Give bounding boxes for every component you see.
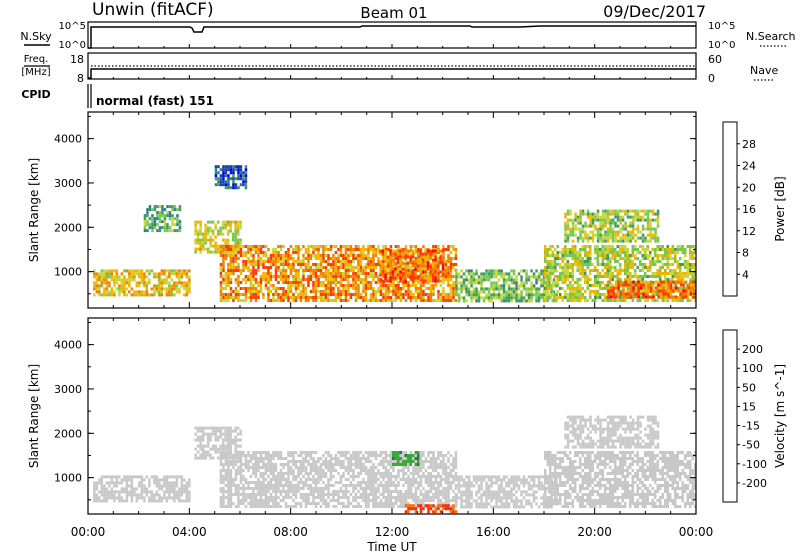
station-title: Unwin (fitACF) [92,0,214,20]
power-y-tick-label: 1000 [54,266,82,279]
velocity-heatmap: 1000 2000 3000 4000 Slant Range [km] [27,317,697,515]
colorbar-tick-label: 50 [742,381,756,394]
power-region [214,165,248,190]
freq-unit-label: [MHz] [21,67,50,78]
colorbar-tick-label: 24 [742,160,756,173]
velocity-y-tick-label: 4000 [54,339,82,352]
beam-title: Beam 01 [360,4,427,22]
x-tick-label: 04:00 [172,525,207,539]
nsky-right-tick-top: 10^5 [708,21,735,32]
colorbar-tick-label: -200 [742,477,767,490]
colorbar-tick-label: 200 [742,343,763,356]
velocity-y-tick-label: 1000 [54,472,82,485]
nsky-left-tick-bottom: 10^0 [59,40,86,51]
freq-trace [88,68,696,79]
x-axis-label: Time UT [366,540,417,554]
nsky-label: N.Sky [20,30,52,43]
velocity-region [404,504,458,514]
colorbar-tick-label: 4 [742,268,749,281]
freq-right-tick-top: 60 [708,53,722,66]
velocity-colorbar: 200 100 50 15 -15 -50 -100 -200 Velocity [m s^-1… [722,329,787,503]
velocity-region [564,415,660,449]
velocity-region [194,426,242,460]
freq-left-tick-bottom: 8 [77,72,84,85]
freq-right-tick-bottom: 0 [708,72,715,85]
power-region [194,220,242,254]
power-heatmap: 1000 2000 3000 4000 Slant Range [km] [27,111,697,309]
colorbar-tick-label: 100 [742,362,763,375]
power-region [607,280,696,299]
velocity-region [93,475,191,503]
x-tick-label: 16:00 [476,525,511,539]
colorbar-tick-label: 12 [742,225,756,238]
x-tick-label: 12:00 [375,525,410,539]
colorbar-label: Power [dB] [773,176,787,241]
cpid-label: CPID [21,88,50,101]
x-tick-label: 00:00 [71,525,106,539]
power-colorbar: 4 8 12 16 20 24 28 Power [dB] [722,121,787,297]
colorbar-tick-label: 16 [742,203,756,216]
power-y-axis-label: Slant Range [km] [27,158,41,262]
freq-panel: Freq. [MHz] 18 8 60 0 Nave [21,52,778,85]
power-y-tick-label: 4000 [54,133,82,146]
colorbar-tick-label: 15 [742,400,756,413]
x-tick-label: 08:00 [273,525,308,539]
x-tick-label: 20:00 [577,525,612,539]
power-y-tick-label: 2000 [54,221,82,234]
cpid-value: normal (fast) 151 [96,94,214,108]
x-tick-label: 00:00 [679,525,714,539]
colorbar-tick-label: -15 [742,420,760,433]
power-region [564,209,660,243]
nsearch-label: N.Search [746,30,796,43]
nave-label: Nave [750,64,778,77]
velocity-region [392,451,420,466]
velocity-region [544,451,696,508]
colorbar-tick-label: -50 [742,439,760,452]
velocity-y-tick-label: 2000 [54,427,82,440]
nsky-trace [88,25,696,49]
power-region [143,205,182,233]
nsky-right-tick-bottom: 10^0 [708,40,735,51]
velocity-y-axis-label: Slant Range [km] [27,364,41,468]
velocity-region [219,451,458,508]
velocity-y-tick-label: 3000 [54,383,82,396]
colorbar-label: Velocity [m s^-1] [773,364,787,468]
colorbar-tick-label: 8 [742,247,749,260]
nsky-panel: N.Sky 10^5 10^0 10^5 10^0 N.Search [20,21,795,51]
freq-left-tick-top: 18 [70,53,84,66]
cpid-panel: CPID normal (fast) 151 [21,84,214,108]
colorbar-tick-label: 20 [742,181,756,194]
power-region [455,269,558,303]
power-y-tick-label: 3000 [54,177,82,190]
date-title: 09/Dec/2017 [603,2,706,21]
colorbar-tick-label: 28 [742,138,756,151]
nsky-left-tick-top: 10^5 [59,21,86,32]
freq-label: Freq. [24,54,49,65]
power-region [379,249,445,283]
power-region [93,269,191,297]
colorbar-tick-label: -100 [742,458,767,471]
velocity-region [455,475,558,509]
